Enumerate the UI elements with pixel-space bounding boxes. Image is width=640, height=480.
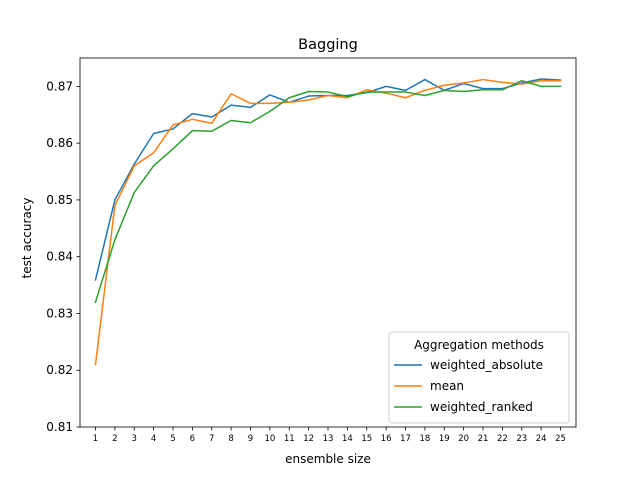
legend-title: Aggregation methods xyxy=(414,338,544,352)
legend-entry-weighted-absolute: weighted_absolute xyxy=(430,358,543,372)
x-tick-label: 6 xyxy=(190,434,195,444)
x-axis-label: ensemble size xyxy=(285,452,371,466)
x-tick-label: 24 xyxy=(536,434,547,444)
x-tick-label: 7 xyxy=(209,434,214,444)
x-tick-label: 14 xyxy=(342,434,353,444)
legend: Aggregation methods weighted_absolutemean… xyxy=(388,331,570,424)
y-tick-label: 0.82 xyxy=(46,363,73,377)
x-tick-label: 16 xyxy=(381,434,392,444)
y-tick-label: 0.83 xyxy=(46,306,73,320)
x-tick-label: 2 xyxy=(112,434,117,444)
series-line-weighted-ranked xyxy=(94,79,562,304)
x-tick-label: 9 xyxy=(248,434,253,444)
x-tick-label: 1 xyxy=(93,434,98,444)
x-tick-label: 4 xyxy=(151,434,156,444)
x-tick-label: 12 xyxy=(303,434,314,444)
x-tick-label: 20 xyxy=(458,434,469,444)
x-tick-label: 21 xyxy=(478,434,489,444)
x-tick-label: 18 xyxy=(419,434,430,444)
x-tick-label: 3 xyxy=(132,434,137,444)
x-tick-label: 15 xyxy=(361,434,372,444)
x-tick-label: 22 xyxy=(497,434,508,444)
legend-entry-weighted-ranked: weighted_ranked xyxy=(430,400,533,414)
x-tick-label: 25 xyxy=(555,434,566,444)
x-tick-label: 17 xyxy=(400,434,411,444)
x-tick-label: 10 xyxy=(264,434,275,444)
x-tick-label: 5 xyxy=(170,434,175,444)
x-tick-label: 8 xyxy=(228,434,233,444)
x-tick-label: 11 xyxy=(284,434,295,444)
x-tick-label: 19 xyxy=(439,434,450,444)
y-tick-label: 0.81 xyxy=(46,420,73,434)
legend-box xyxy=(388,331,570,424)
y-axis-label: test accuracy xyxy=(20,198,34,279)
chart-title: Bagging xyxy=(298,37,358,53)
y-tick-label: 0.85 xyxy=(46,193,73,207)
legend-entry-mean: mean xyxy=(430,379,464,393)
x-tick-label: 13 xyxy=(323,434,334,444)
x-tick-label: 23 xyxy=(516,434,527,444)
y-tick-label: 0.87 xyxy=(46,79,73,93)
plot-area: 1 2 3 4 5 6 7 8 9 10 11 12 13 14 15 16 17 18 19 20 21 22 23 24 2… xyxy=(46,57,577,444)
series-line-mean xyxy=(94,78,562,366)
y-tick-label: 0.84 xyxy=(46,250,73,264)
y-tick-label: 0.86 xyxy=(46,136,73,150)
